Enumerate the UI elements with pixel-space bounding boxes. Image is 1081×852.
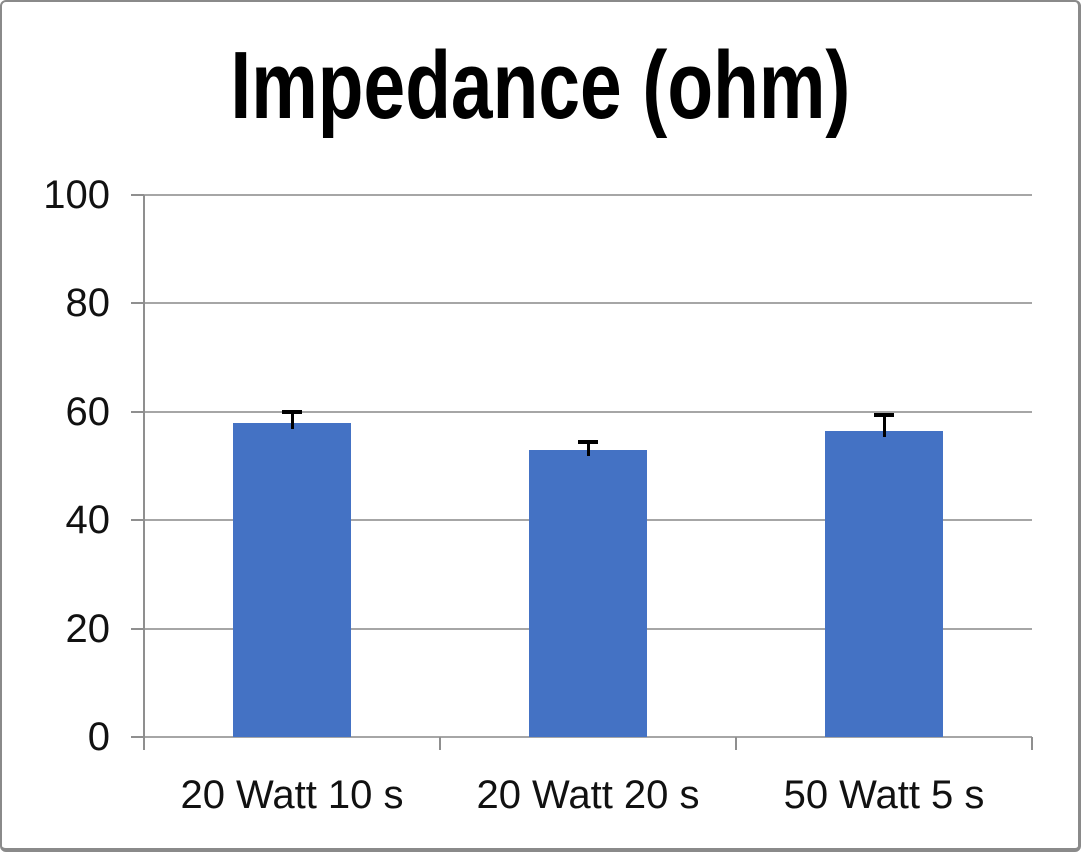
chart-title-text: Impedance (ohm) xyxy=(230,32,850,139)
error-bar-cap xyxy=(874,412,894,417)
gridline xyxy=(144,736,1032,738)
error-bar xyxy=(882,414,886,437)
error-bar-cap xyxy=(578,439,598,444)
error-bar xyxy=(290,411,294,429)
x-axis-tick xyxy=(439,737,441,750)
bar xyxy=(825,430,943,737)
y-tick-label: 40 xyxy=(65,498,111,543)
y-axis-tick xyxy=(131,302,144,305)
error-bar xyxy=(586,441,590,456)
x-axis-tick xyxy=(735,737,737,750)
x-axis-label: 20 Watt 20 s xyxy=(476,773,700,817)
bar xyxy=(529,449,647,737)
y-tick-label: 80 xyxy=(65,281,111,326)
gridline xyxy=(144,302,1032,305)
gridline xyxy=(144,410,1032,413)
chart-title: Impedance (ohm) xyxy=(2,38,1078,134)
x-axis-tick xyxy=(143,737,145,750)
y-tick-label: 20 xyxy=(65,606,111,651)
y-axis-tick xyxy=(131,736,144,738)
y-axis-tick xyxy=(131,410,144,413)
error-bar-cap xyxy=(282,409,302,414)
y-axis-line xyxy=(143,195,145,750)
y-tick-label: 100 xyxy=(43,173,110,217)
y-tick-label: 60 xyxy=(65,389,111,434)
gridline xyxy=(144,194,1032,196)
y-axis-tick xyxy=(131,519,144,522)
y-axis-tick xyxy=(131,627,144,630)
y-axis-tick xyxy=(131,194,144,196)
x-axis-label: 20 Watt 10 s xyxy=(180,773,404,817)
x-axis-tick xyxy=(1031,737,1033,750)
bar xyxy=(233,422,351,737)
x-axis-label: 50 Watt 5 s xyxy=(783,773,985,817)
y-tick-label: 0 xyxy=(87,715,110,759)
